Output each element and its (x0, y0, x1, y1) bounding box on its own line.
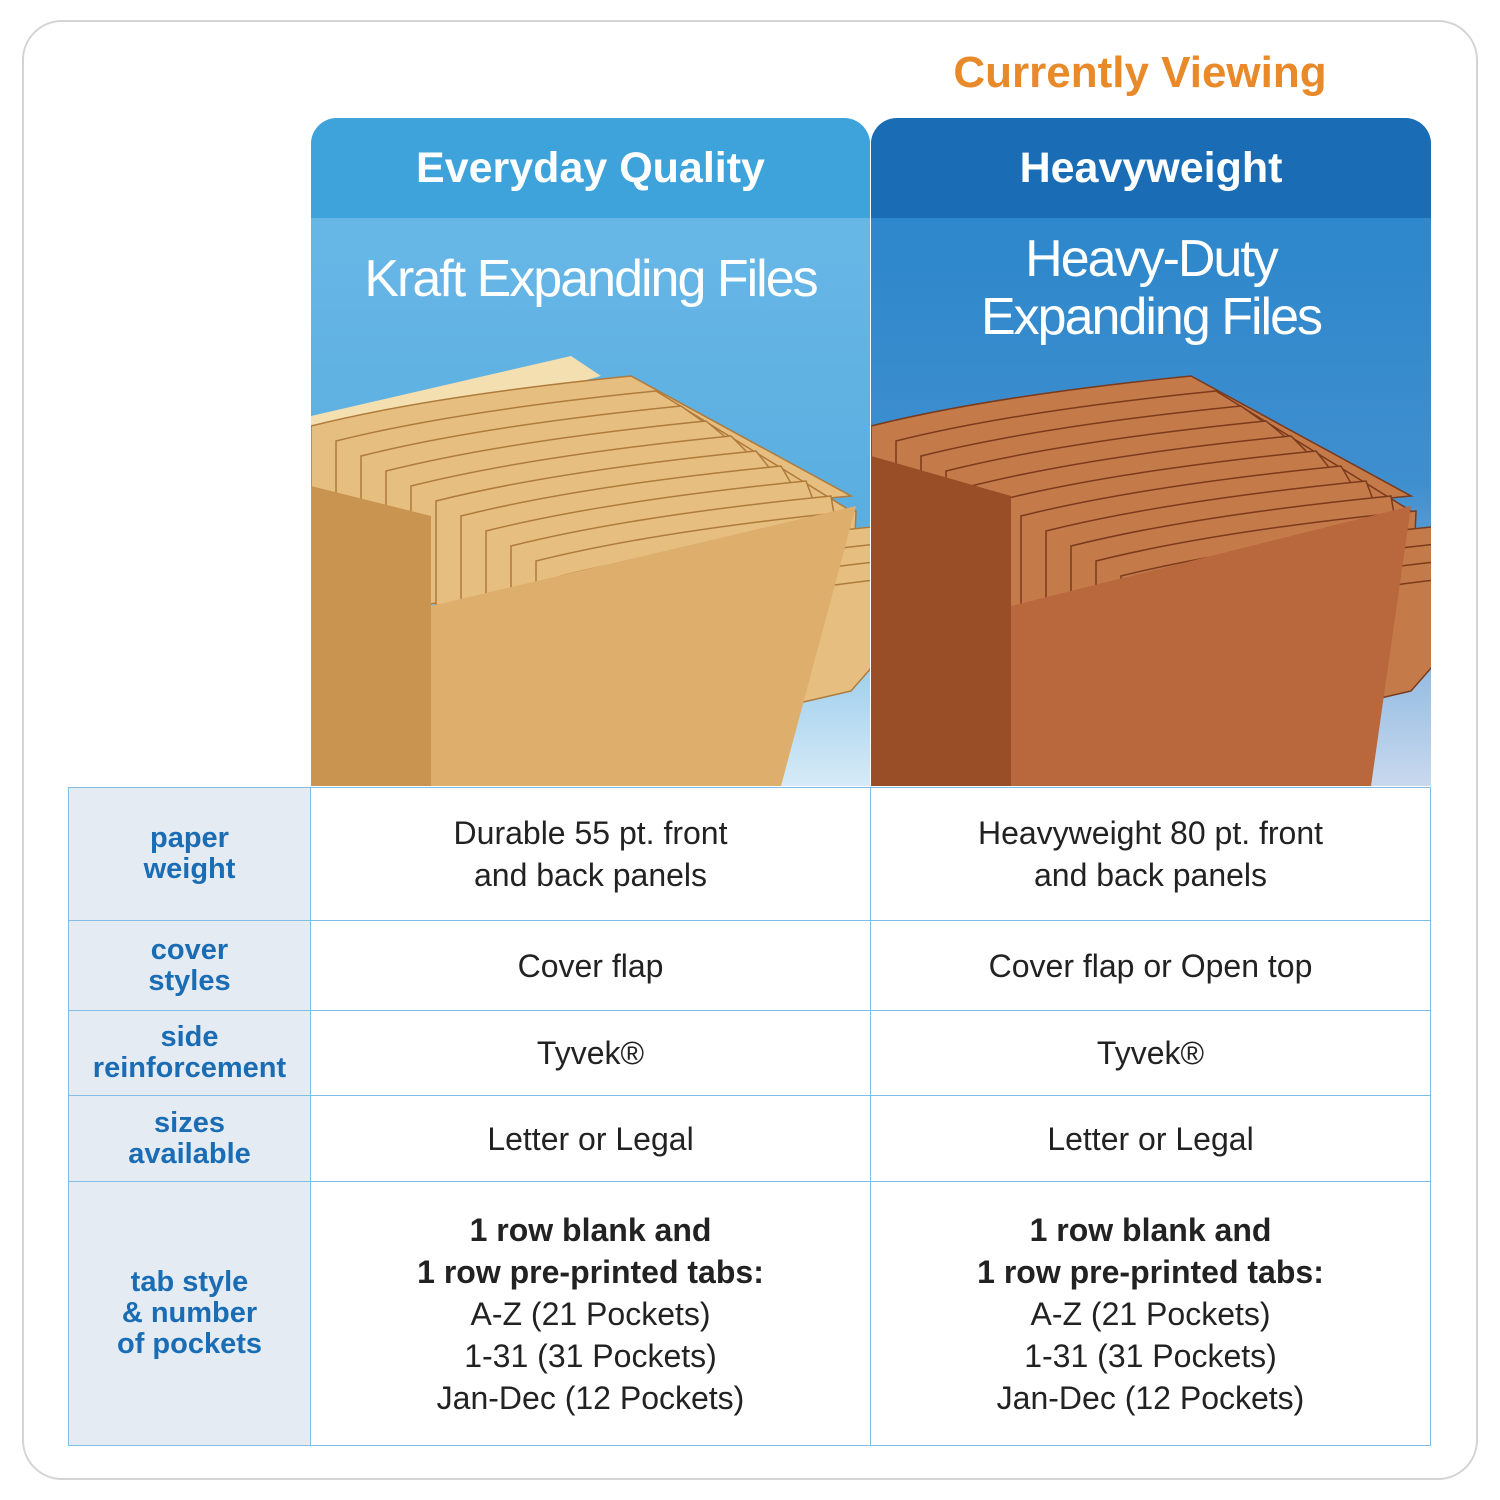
row-label: cover styles (68, 920, 311, 1011)
product-header: Heavyweight (871, 118, 1431, 218)
product-column-everyday: Everyday Quality Kraft Expanding Files (311, 118, 870, 786)
row-label: sizes available (68, 1095, 311, 1182)
row-value: 1 row blank and 1 row pre-printed tabs: A-… (310, 1181, 871, 1446)
row-value: 1 row blank and 1 row pre-printed tabs: A-… (870, 1181, 1431, 1446)
row-value: Letter or Legal (310, 1095, 871, 1182)
table-row: tab style & number of pockets 1 row blank a… (68, 1181, 1431, 1446)
table-row: sizes available Letter or Legal Letter or L… (68, 1095, 1431, 1182)
comparison-table: paper weight Durable 55 pt. front and back … (68, 787, 1431, 1446)
currently-viewing-label: Currently Viewing (953, 48, 1327, 97)
table-row: cover styles Cover flap Cover flap or Open … (68, 920, 1431, 1011)
row-value: Heavyweight 80 pt. front and back panels (870, 787, 1431, 921)
row-label: paper weight (68, 787, 311, 921)
row-value: Tyvek® (310, 1010, 871, 1096)
row-label: tab style & number of pockets (68, 1181, 311, 1446)
product-title: Heavy-Duty Expanding Files (981, 230, 1323, 346)
heavy-duty-expanding-file-image (871, 375, 1431, 786)
kraft-expanding-file-image (311, 356, 870, 786)
card-frame (22, 20, 1478, 1480)
product-column-heavyweight: Heavyweight Heavy-Duty Expanding Files (871, 118, 1431, 786)
row-value: Cover flap (310, 920, 871, 1011)
table-row: side reinforcement Tyvek® Tyvek® (68, 1010, 1431, 1096)
row-label: side reinforcement (68, 1010, 311, 1096)
row-value: Cover flap or Open top (870, 920, 1431, 1011)
row-value: Tyvek® (870, 1010, 1431, 1096)
product-title: Kraft Expanding Files (364, 250, 818, 308)
row-value: Letter or Legal (870, 1095, 1431, 1182)
row-value: Durable 55 pt. front and back panels (310, 787, 871, 921)
product-header: Everyday Quality (311, 118, 870, 218)
table-row: paper weight Durable 55 pt. front and back … (68, 787, 1431, 921)
